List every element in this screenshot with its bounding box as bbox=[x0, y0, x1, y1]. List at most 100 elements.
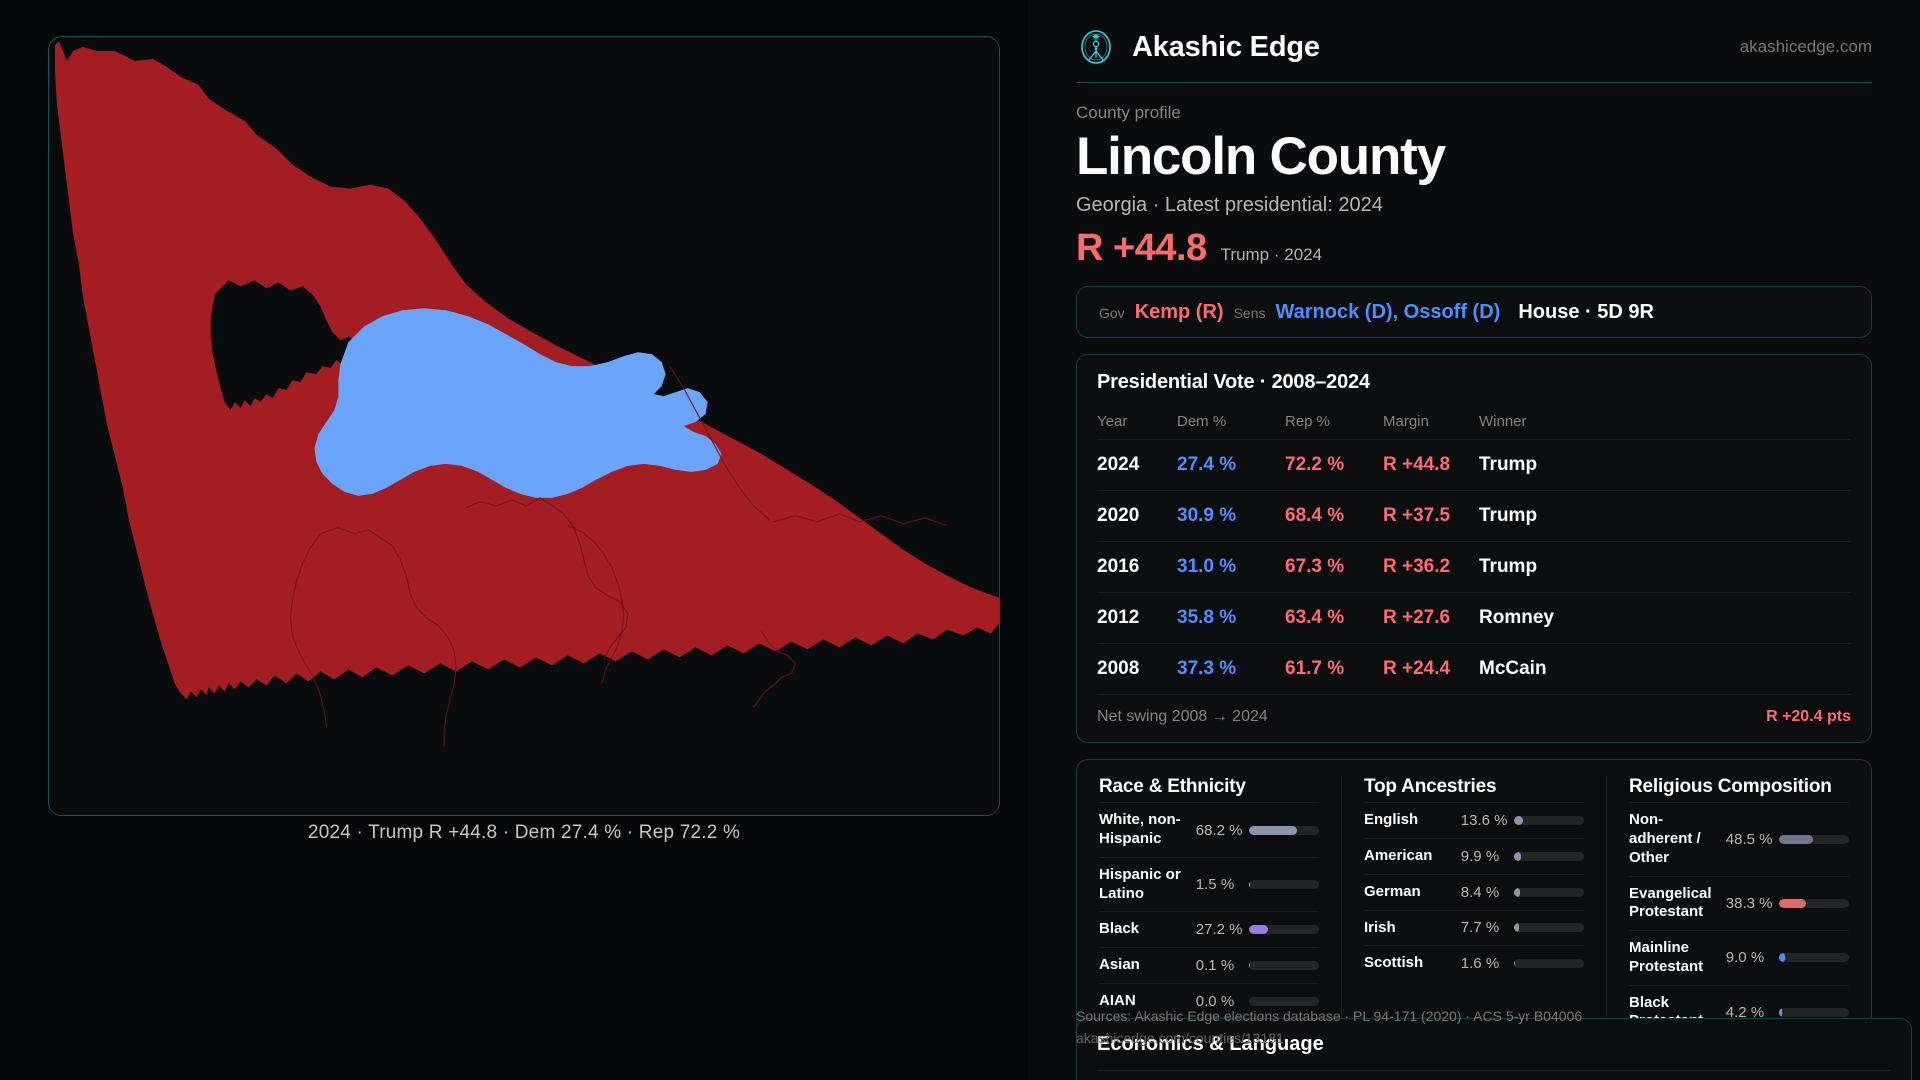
demographics-value: 8.4 % bbox=[1460, 883, 1500, 901]
demographics-rows: White, non-Hispanic 68.2 % Hispanic or Lat… bbox=[1099, 802, 1319, 1018]
table-header-row: Year Dem % Rep % Margin Winner bbox=[1097, 406, 1851, 441]
county-choropleth-map[interactable] bbox=[49, 37, 999, 815]
demographics-bar-track bbox=[1513, 959, 1584, 969]
demographics-bar-fill bbox=[1248, 925, 1268, 935]
cell-dem: 35.8 % bbox=[1177, 592, 1285, 645]
presidential-vote-card: Presidential Vote · 2008–2024 Year Dem %… bbox=[1076, 354, 1872, 744]
brand-header: Akashic Edge akashicedge.com bbox=[1076, 0, 1872, 76]
demographics-label: White, non-Hispanic bbox=[1099, 811, 1181, 848]
cell-margin: R +44.8 bbox=[1383, 439, 1479, 492]
demographics-bar-fill bbox=[1778, 834, 1813, 844]
page-eyebrow: County profile bbox=[1076, 103, 1181, 122]
demographics-bar-fill bbox=[1778, 1007, 1782, 1017]
list-item[interactable]: Evangelical Protestant 38.3 % bbox=[1629, 875, 1849, 931]
demographics-bar-fill bbox=[1778, 898, 1806, 908]
demographics-bar-track bbox=[1248, 825, 1319, 835]
demographics-bar-fill bbox=[1513, 923, 1519, 933]
table-row[interactable]: 2020 30.9 % 68.4 % R +37.5 Trump bbox=[1097, 490, 1851, 543]
demographics-bar-track bbox=[1248, 960, 1319, 970]
demographics-rows: Non-adherent / Other 48.5 % Evangelical Pr… bbox=[1629, 802, 1849, 1039]
cell-rep: 67.3 % bbox=[1285, 541, 1383, 594]
demographics-bar-fill bbox=[1513, 887, 1520, 897]
demographics-bar-track bbox=[1513, 816, 1584, 826]
map-pane: 2024 · Trump R +44.8 · Dem 27.4 % · Rep … bbox=[48, 36, 1000, 843]
cell-rep: 68.4 % bbox=[1285, 490, 1383, 543]
cell-dem: 31.0 % bbox=[1177, 541, 1285, 594]
sens-value[interactable]: Warnock (D), Ossoff (D) bbox=[1275, 301, 1501, 324]
demographics-value: 1.5 % bbox=[1195, 876, 1235, 894]
cell-margin: R +37.5 bbox=[1383, 490, 1479, 543]
permalink-note[interactable]: akashicedge.com/counties/13181 bbox=[1076, 1030, 1284, 1046]
demographics-bar-track bbox=[1778, 834, 1849, 844]
header-divider bbox=[1076, 82, 1872, 83]
demographics-bar-track bbox=[1513, 851, 1584, 861]
demographics-bar-fill bbox=[1248, 825, 1297, 835]
demographics-bar-track bbox=[1778, 1007, 1849, 1017]
list-item[interactable]: Irish 7.7 % bbox=[1364, 909, 1584, 946]
demographics-bar-track bbox=[1778, 898, 1849, 908]
demographics-value: 1.6 % bbox=[1460, 955, 1500, 973]
cell-winner: Trump bbox=[1479, 541, 1851, 594]
list-item[interactable]: German 8.4 % bbox=[1364, 873, 1584, 910]
demographics-column-title: Top Ancestries bbox=[1364, 776, 1497, 798]
list-item[interactable]: English 13.6 % bbox=[1364, 802, 1584, 838]
demographics-label: American bbox=[1364, 847, 1433, 865]
map-caption: 2024 · Trump R +44.8 · Dem 27.4 % · Rep … bbox=[307, 822, 741, 843]
detail-panel: Akashic Edge akashicedge.com County prof… bbox=[1028, 0, 1920, 1080]
headline-margin: R +44.8 Trump · 2024 bbox=[1076, 227, 1872, 270]
economics-language-title: Economics & Language bbox=[1097, 1033, 1324, 1055]
cell-year: 2012 bbox=[1097, 592, 1177, 645]
demographics-label: Non-adherent / Other bbox=[1629, 811, 1701, 866]
list-item[interactable]: Scottish 1.6 % bbox=[1364, 945, 1584, 981]
cell-year: 2016 bbox=[1097, 541, 1177, 594]
economics-language-card: Economics & Language Median HH income Ba… bbox=[1076, 1018, 1912, 1080]
cell-year: 2020 bbox=[1097, 490, 1177, 543]
list-item[interactable]: White, non-Hispanic 68.2 % bbox=[1099, 802, 1319, 857]
cell-dem: 27.4 % bbox=[1177, 439, 1285, 492]
net-swing-label: Net swing 2008 → 2024 bbox=[1097, 708, 1268, 726]
table-row[interactable]: 2008 37.3 % 61.7 % R +24.4 McCain bbox=[1097, 643, 1851, 696]
map-region-democrat[interactable] bbox=[314, 308, 722, 498]
bottom-card-divider bbox=[1097, 1070, 1891, 1071]
list-item[interactable]: Hispanic or Latino 1.5 % bbox=[1099, 856, 1319, 912]
demographics-value: 0.0 % bbox=[1195, 992, 1235, 1010]
col-year: Year bbox=[1097, 406, 1177, 441]
map-precinct-boundaries bbox=[289, 365, 948, 748]
demographics-value: 9.0 % bbox=[1725, 949, 1765, 967]
list-item[interactable]: Mainline Protestant 9.0 % bbox=[1629, 930, 1849, 985]
presidential-vote-table: Year Dem % Rep % Margin Winner 2024 27.4 … bbox=[1097, 406, 1851, 696]
headline-margin-note: Trump · 2024 bbox=[1220, 245, 1323, 265]
cell-rep: 61.7 % bbox=[1285, 643, 1383, 696]
county-map-frame[interactable] bbox=[48, 36, 1000, 816]
list-item[interactable]: Asian 0.1 % bbox=[1099, 947, 1319, 983]
list-item[interactable]: AIAN 0.0 % bbox=[1099, 982, 1319, 1019]
demographics-column: Religious Composition Non-adherent / Othe… bbox=[1606, 776, 1871, 1040]
cell-margin: R +27.6 bbox=[1383, 592, 1479, 645]
demographics-label: Evangelical Protestant bbox=[1629, 884, 1712, 921]
table-row[interactable]: 2024 27.4 % 72.2 % R +44.8 Trump bbox=[1097, 439, 1851, 492]
col-margin: Margin bbox=[1383, 406, 1479, 441]
headline-margin-value: R +44.8 bbox=[1076, 227, 1207, 270]
demographics-column: Race & Ethnicity White, non-Hispanic 68.2 … bbox=[1077, 776, 1341, 1039]
brand-domain: akashicedge.com bbox=[1739, 37, 1872, 56]
list-item[interactable]: American 9.9 % bbox=[1364, 838, 1584, 874]
col-dem: Dem % bbox=[1177, 406, 1285, 441]
demographics-label: Asian bbox=[1099, 956, 1140, 974]
demographics-column: Top Ancestries English 13.6 % American 9.9 %… bbox=[1341, 776, 1606, 1040]
officials-bar: Gov Kemp (R) Sens Warnock (D), Ossoff (D… bbox=[1077, 287, 1871, 337]
gov-value[interactable]: Kemp (R) bbox=[1134, 301, 1224, 324]
table-row[interactable]: 2012 35.8 % 63.4 % R +27.6 Romney bbox=[1097, 592, 1851, 645]
demographics-bar-fill bbox=[1513, 851, 1521, 861]
demographics-bar-fill bbox=[1248, 880, 1250, 890]
demographics-value: 9.9 % bbox=[1460, 847, 1500, 865]
page-subtitle: Georgia · Latest presidential: 2024 bbox=[1076, 194, 1383, 217]
akashic-emblem-icon bbox=[1076, 27, 1116, 67]
demographics-label: German bbox=[1364, 882, 1421, 900]
presidential-vote-title: Presidential Vote · 2008–2024 bbox=[1097, 371, 1370, 394]
list-item[interactable]: Black 27.2 % bbox=[1099, 911, 1319, 947]
table-row[interactable]: 2016 31.0 % 67.3 % R +36.2 Trump bbox=[1097, 541, 1851, 594]
cell-year: 2024 bbox=[1097, 439, 1177, 492]
list-item[interactable]: Non-adherent / Other 48.5 % bbox=[1629, 802, 1849, 875]
demographics-label: Irish bbox=[1364, 918, 1396, 936]
demographics-value: 0.1 % bbox=[1195, 956, 1235, 974]
